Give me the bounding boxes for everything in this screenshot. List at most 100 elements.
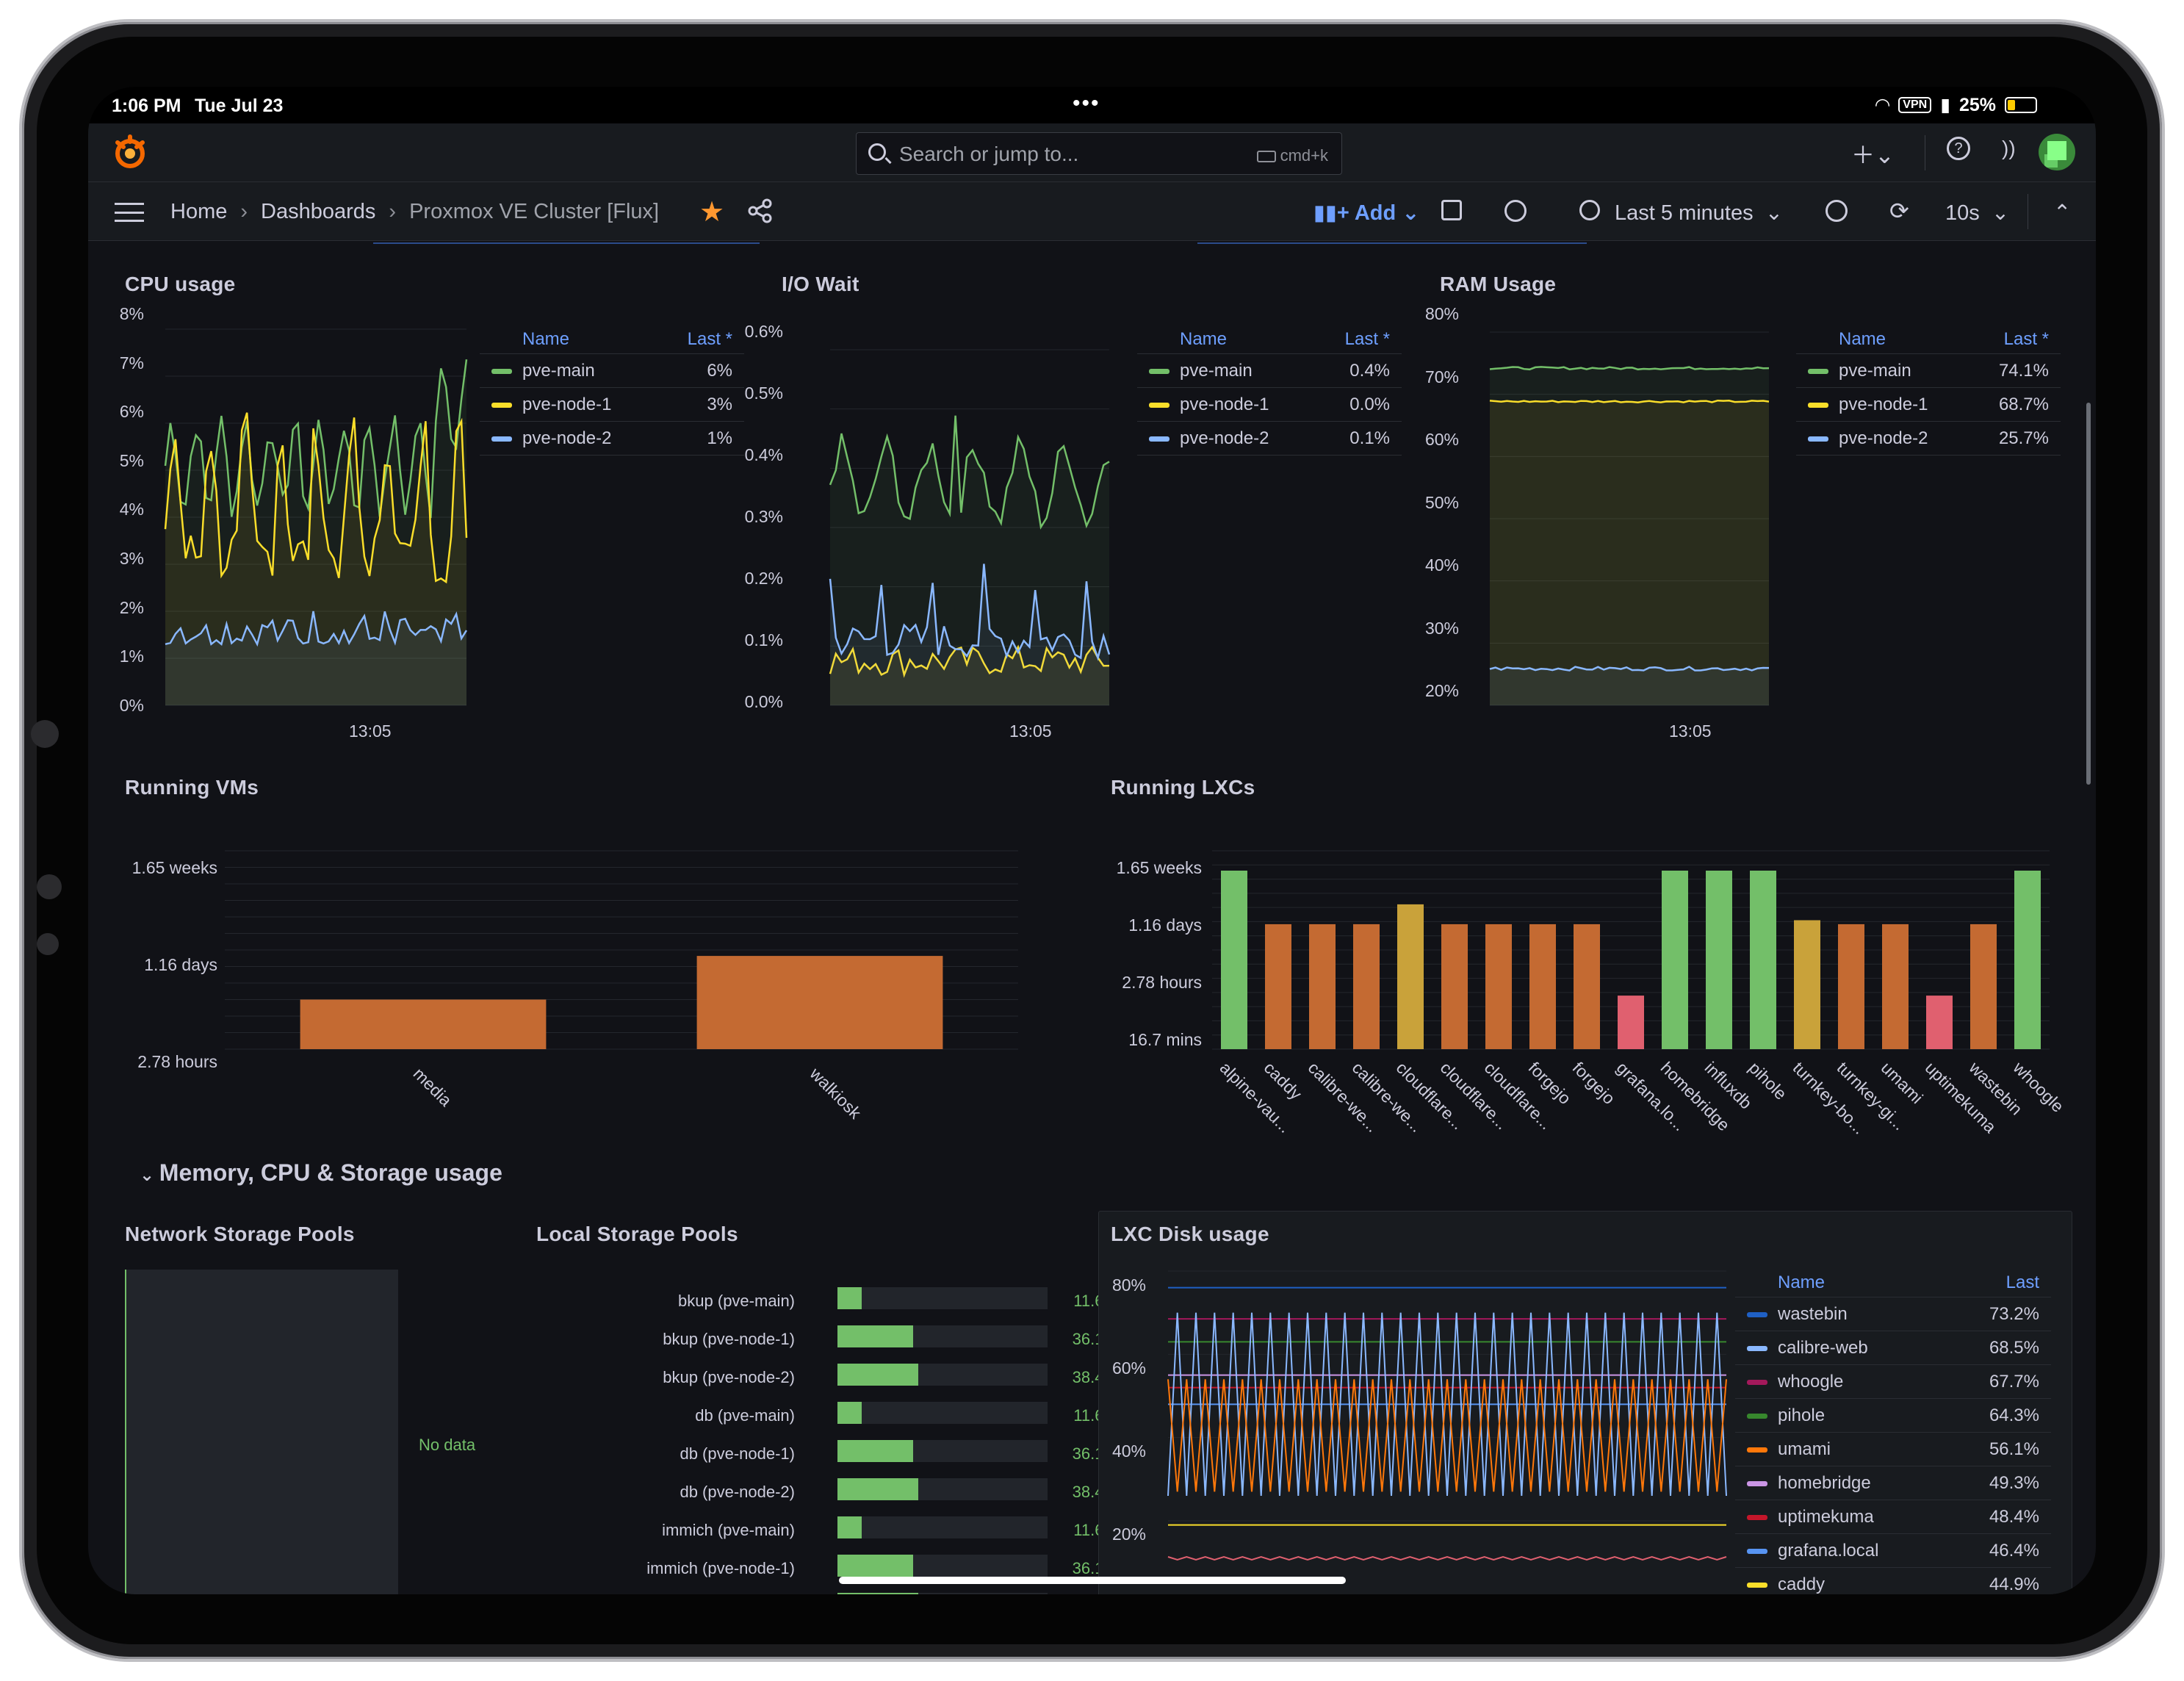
io-pve-node-2-line[interactable] — [829, 564, 1111, 661]
time-range-picker[interactable]: Last 5 minutes ⌄ — [1615, 201, 1784, 225]
y-tick-label: 1.16 days — [144, 955, 217, 974]
lxc-bar[interactable] — [1529, 924, 1556, 1049]
avatar[interactable] — [2039, 134, 2075, 170]
star-icon[interactable]: ★ — [699, 197, 725, 228]
y-tick-label: 1.16 days — [1128, 915, 1202, 935]
lxc-disk-panel — [1098, 1211, 2072, 1594]
io-pve-node-1-line[interactable] — [829, 644, 1110, 678]
lxc-bar[interactable] — [1618, 996, 1644, 1049]
cpu-pve-node-1-line[interactable] — [164, 412, 468, 584]
legend-row[interactable]: grafana.local 46.4% — [1735, 1534, 2051, 1568]
legend-row[interactable]: calibre-web 68.5% — [1735, 1331, 2051, 1365]
ram-chart[interactable] — [1489, 331, 1770, 706]
lxc-bar[interactable] — [1441, 924, 1468, 1049]
legend-row[interactable]: pve-node-2 25.7% — [1796, 422, 2061, 456]
y-tick-label: 20% — [1111, 1525, 1146, 1544]
vms-chart[interactable] — [225, 850, 1018, 1050]
lxc-bar[interactable] — [1750, 871, 1776, 1049]
lxc-bar[interactable] — [1574, 924, 1600, 1049]
scrollbar[interactable] — [2086, 403, 2091, 785]
legend-row[interactable]: pve-main 74.1% — [1796, 354, 2061, 388]
chevron-up-icon[interactable]: ⌃ — [2053, 201, 2072, 225]
disk-series-line[interactable] — [1167, 1555, 1727, 1561]
legend-row[interactable]: caddy 44.9% — [1735, 1568, 2051, 1594]
breadcrumb-home[interactable]: Home — [170, 200, 228, 223]
legend-row[interactable]: wastebin 73.2% — [1735, 1297, 2051, 1331]
lxc-bar[interactable] — [1926, 996, 1953, 1049]
multitask-dots-icon[interactable]: ••• — [1073, 91, 1100, 115]
lxcs-panel-title: Running LXCs — [1111, 776, 1255, 799]
y-tick-label: 16.7 mins — [1128, 1030, 1202, 1049]
menu-icon[interactable] — [115, 203, 144, 222]
iowait-chart[interactable] — [829, 349, 1111, 706]
ram-pve-node-2-line[interactable] — [1489, 666, 1770, 672]
lxc-bar[interactable] — [1794, 920, 1820, 1050]
io-pve-main-line[interactable] — [829, 415, 1110, 530]
legend-col-last[interactable]: Last — [2005, 1273, 2039, 1292]
legend-row[interactable]: pve-node-1 68.7% — [1796, 388, 2061, 422]
legend-row[interactable]: whoogle 67.7% — [1735, 1365, 2051, 1399]
legend-row[interactable]: umami 56.1% — [1735, 1433, 2051, 1466]
legend-row[interactable]: pve-main 6% — [480, 354, 744, 388]
gear-icon[interactable] — [1504, 200, 1527, 222]
lxc-bar[interactable] — [1309, 924, 1336, 1049]
legend-row[interactable]: pve-node-1 3% — [480, 388, 744, 422]
lxc-bar[interactable] — [2014, 871, 2041, 1049]
legend-col-name[interactable]: Name — [1839, 329, 1886, 349]
refresh-icon[interactable]: ⟳ — [1889, 198, 1909, 224]
zoom-out-icon[interactable] — [1826, 200, 1848, 222]
refresh-interval-picker[interactable]: 10s ⌄ — [1945, 201, 2010, 225]
legend-row[interactable]: pve-main 0.4% — [1137, 354, 1402, 388]
io-pve-node-1-area — [830, 647, 1109, 705]
disk-series-line[interactable] — [1167, 1312, 1727, 1497]
pool-row: immich (pve-main) 11.6% — [558, 1512, 1118, 1550]
ram-x-tick: 13:05 — [1669, 721, 1712, 741]
legend-row[interactable]: pve-node-2 0.1% — [1137, 422, 1402, 456]
add-button[interactable]: ▮▮+ Add ⌄ — [1313, 201, 1420, 225]
pool-row: db (pve-main) 11.6% — [558, 1397, 1118, 1436]
lxc-bar[interactable] — [1485, 924, 1512, 1049]
breadcrumb-dashboards[interactable]: Dashboards — [261, 200, 376, 223]
help-icon[interactable]: ? — [1947, 137, 1970, 160]
lxcs-chart[interactable] — [1212, 850, 2050, 1050]
legend-row[interactable]: homebridge 49.3% — [1735, 1466, 2051, 1500]
grafana-logo-icon[interactable] — [110, 132, 150, 172]
legend-col-last[interactable]: Last * — [1344, 329, 1390, 349]
lxc-bar[interactable] — [1265, 924, 1291, 1049]
legend-col-name[interactable]: Name — [1778, 1273, 1826, 1292]
disk-series-line[interactable] — [1167, 1379, 1727, 1492]
screen: 1:06 PM Tue Jul 23 ••• ◠ VPN ▮ 25% Searc… — [88, 87, 2096, 1594]
cpu-chart[interactable] — [164, 328, 468, 706]
lxc-bar[interactable] — [1882, 924, 1909, 1049]
vm-bar[interactable] — [696, 956, 943, 1049]
home-indicator[interactable] — [839, 1577, 1346, 1584]
rss-icon[interactable]: )) — [2002, 137, 2016, 159]
lxc-disk-chart[interactable] — [1167, 1270, 1814, 1594]
cpu-pve-node-2-line[interactable] — [165, 611, 468, 647]
lxc-disk-panel-title: LXC Disk usage — [1111, 1223, 1269, 1245]
legend-row[interactable]: pihole 64.3% — [1735, 1399, 2051, 1433]
lxc-bar[interactable] — [1838, 924, 1864, 1049]
plus-icon[interactable]: ＋⌄ — [1851, 142, 1895, 168]
legend-row[interactable]: pve-node-1 0.0% — [1137, 388, 1402, 422]
save-icon[interactable] — [1441, 200, 1462, 220]
ram-pve-main-line[interactable] — [1489, 366, 1770, 371]
legend-col-last[interactable]: Last * — [687, 329, 732, 349]
ram-pve-node-1-line[interactable] — [1489, 399, 1770, 403]
pool-bar-fill — [837, 1555, 914, 1577]
legend-col-name[interactable]: Name — [522, 329, 570, 349]
lxc-bar[interactable] — [1221, 871, 1247, 1049]
legend-row[interactable]: pve-node-2 1% — [480, 422, 744, 456]
lxc-bar[interactable] — [1353, 924, 1380, 1049]
legend-row[interactable]: uptimekuma 48.4% — [1735, 1500, 2051, 1534]
vm-bar[interactable] — [300, 999, 547, 1050]
lxc-bar[interactable] — [1970, 924, 1997, 1049]
search-input[interactable]: Search or jump to... cmd+k — [856, 132, 1342, 175]
row-header[interactable]: ⌄ Memory, CPU & Storage usage — [140, 1159, 502, 1186]
lxc-bar[interactable] — [1397, 904, 1424, 1049]
legend-col-name[interactable]: Name — [1180, 329, 1228, 349]
legend-col-last[interactable]: Last * — [2003, 329, 2049, 349]
lxc-bar[interactable] — [1662, 871, 1688, 1049]
share-icon[interactable] — [748, 198, 773, 223]
lxc-bar[interactable] — [1706, 871, 1732, 1049]
